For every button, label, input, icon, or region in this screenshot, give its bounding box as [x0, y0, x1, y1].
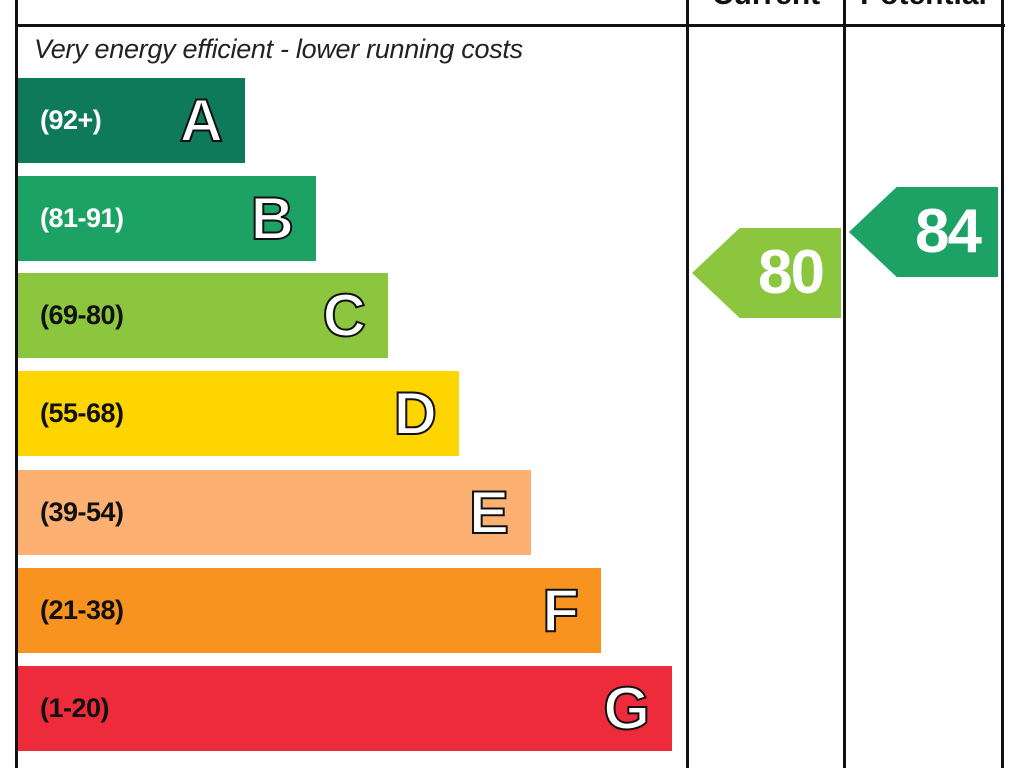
band-e: (39-54) E — [18, 470, 531, 555]
current-rating-arrow: 80 — [692, 228, 841, 318]
band-letter: D — [393, 379, 438, 448]
band-letter: G — [602, 674, 651, 743]
band-range-label: (21-38) — [40, 595, 124, 625]
band-b: (81-91) B — [18, 176, 316, 261]
band-f: (21-38) F — [18, 568, 601, 653]
band-range-label: (1-20) — [40, 693, 110, 723]
frame-left-border — [15, 0, 18, 768]
band-range-label: (81-91) — [40, 203, 124, 233]
band-letter: A — [179, 86, 224, 155]
band-a: (92+) A — [18, 78, 245, 163]
band-letter: E — [468, 478, 510, 547]
potential-rating-value: 84 — [915, 197, 982, 266]
band-c: (69-80) C — [18, 273, 388, 358]
band-letter: C — [322, 281, 367, 350]
potential-column-divider — [843, 0, 846, 768]
current-column-header: Current — [689, 0, 843, 10]
potential-column-header: Potential — [846, 0, 1001, 10]
frame-right-border — [1001, 0, 1004, 768]
current-column-divider — [686, 0, 689, 768]
band-g: (1-20) G — [18, 666, 672, 751]
band-range-label: (39-54) — [40, 497, 124, 527]
band-d: (55-68) D — [18, 371, 459, 456]
band-letter: F — [541, 576, 580, 645]
current-rating-value: 80 — [758, 238, 825, 307]
band-letter: B — [250, 184, 295, 253]
top-efficiency-note: Very energy efficient - lower running co… — [34, 34, 523, 64]
band-range-label: (69-80) — [40, 300, 124, 330]
potential-rating-arrow: 84 — [849, 187, 998, 277]
frame-top-border — [15, 24, 1005, 27]
band-range-label: (55-68) — [40, 398, 124, 428]
band-range-label: (92+) — [40, 105, 102, 135]
